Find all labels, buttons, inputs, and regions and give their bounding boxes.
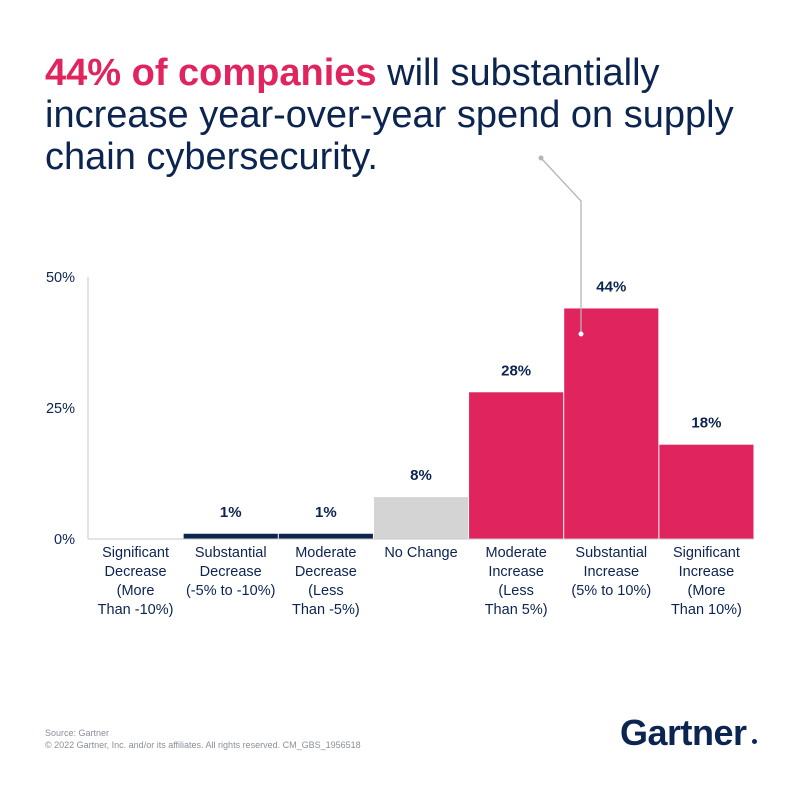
callout-end-dot <box>578 331 584 337</box>
callout-line <box>540 157 582 334</box>
x-category-label: No Change <box>374 544 468 563</box>
x-category-label-line: Increase <box>488 564 544 580</box>
bar <box>469 392 564 539</box>
callout-start-dot <box>538 155 544 161</box>
x-category-label-line: Increase <box>583 564 640 580</box>
x-category-label-line: Significant <box>102 545 170 561</box>
x-category-label: Significant Decrease (More Than -10%) <box>89 544 183 620</box>
gartner-logo: Gartner <box>620 712 747 753</box>
copyright-text: © 2022 Gartner, Inc. and/or its affiliat… <box>45 740 361 750</box>
headline-highlight: 44% of companies <box>45 52 377 94</box>
headline-rest: will substantially increase year-over-ye… <box>45 52 734 178</box>
x-category-label: Moderate Decrease (Less Than -5%) <box>279 544 373 620</box>
x-category-label-line: Than -10%) <box>97 602 174 618</box>
x-category-label-line: (-5% to -10%) <box>185 583 276 599</box>
source-text: Source: Gartner <box>45 728 110 738</box>
x-category-label-line: Decrease <box>199 564 262 580</box>
bar-data-label: 28% <box>501 362 531 379</box>
x-category-label-line: Than -5%) <box>291 602 360 618</box>
x-category-label-line: Than 5%) <box>484 602 548 618</box>
x-category-label-line: Than 10%) <box>670 602 742 618</box>
x-category-label: Moderate Increase (Less Than 5%) <box>469 544 563 620</box>
y-tick-label: 0% <box>54 532 75 548</box>
x-category-label-line: Decrease <box>294 564 357 580</box>
y-tick-label: 25% <box>46 401 75 417</box>
x-category-label-line: Significant <box>672 545 740 561</box>
x-category-label-line: (More <box>687 583 726 599</box>
x-category-label-line: No Change <box>384 545 458 561</box>
bar <box>659 444 754 539</box>
x-category-label: Substantial Decrease (-5% to -10%) <box>184 544 278 601</box>
bar <box>373 497 469 539</box>
bar <box>183 533 278 539</box>
bar-data-label: 1% <box>220 504 242 521</box>
y-tick-label: 50% <box>46 270 75 286</box>
bar <box>564 308 659 539</box>
x-category-label-line: (Less <box>308 583 344 599</box>
x-category-label: Significant Increase (More Than 10%) <box>659 544 753 620</box>
bar-data-label: 44% <box>596 278 626 295</box>
bar-data-label: 1% <box>315 504 337 521</box>
bar <box>278 533 373 539</box>
bar-data-label: 18% <box>691 415 721 432</box>
logo-dot <box>752 739 757 744</box>
x-category-label-line: Moderate <box>485 545 547 561</box>
headline: 44% of companies will substantially incr… <box>45 52 765 178</box>
x-category-label-line: Increase <box>678 564 735 580</box>
footer-source: Source: Gartner © 2022 Gartner, Inc. and… <box>45 727 361 751</box>
x-category-label: Substantial Increase (5% to 10%) <box>564 544 658 601</box>
x-category-label-line: Substantial <box>575 545 648 561</box>
x-category-label-line: Decrease <box>104 564 167 580</box>
x-category-label-line: Moderate <box>295 545 357 561</box>
x-category-label-line: Substantial <box>194 545 267 561</box>
x-category-label-line: (More <box>116 583 155 599</box>
x-category-label-line: (Less <box>498 583 534 599</box>
bar-data-label: 8% <box>410 467 432 484</box>
x-category-label-line: (5% to 10%) <box>571 583 652 599</box>
